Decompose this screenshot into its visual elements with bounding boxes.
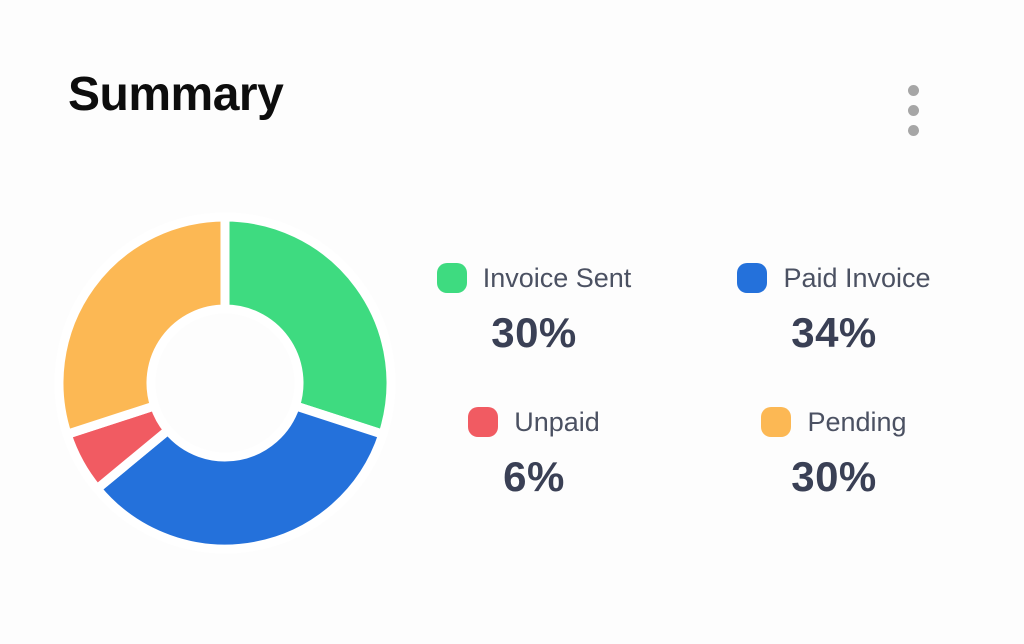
kebab-dot <box>907 104 919 116</box>
legend-swatch-pending <box>761 407 792 437</box>
legend-label: Unpaid <box>514 406 600 437</box>
legend-head: Unpaid <box>468 406 600 438</box>
kebab-menu-icon <box>907 84 919 136</box>
donut-segment-pending[interactable] <box>54 212 230 439</box>
legend-value: 30% <box>491 309 577 356</box>
chart-legend: Invoice Sent 30% Paid Invoice 34% Unpaid… <box>384 262 984 502</box>
more-options-button[interactable] <box>894 76 932 144</box>
card-title: Summary <box>68 68 284 121</box>
legend-item-invoice-sent: Invoice Sent 30% <box>436 262 632 358</box>
legend-item-pending: Pending 30% <box>761 406 907 502</box>
legend-label: Invoice Sent <box>482 262 632 293</box>
legend-swatch-paid-invoice <box>737 263 768 293</box>
legend-label: Pending <box>807 406 907 437</box>
legend-item-unpaid: Unpaid 6% <box>468 406 600 502</box>
kebab-dot <box>907 124 919 136</box>
donut-segment-paid-invoice[interactable] <box>92 401 388 554</box>
legend-head: Paid Invoice <box>737 262 931 294</box>
legend-value: 34% <box>791 309 877 356</box>
donut-chart <box>54 212 396 554</box>
kebab-dot <box>907 84 919 96</box>
legend-value: 6% <box>503 453 565 500</box>
legend-label: Paid Invoice <box>783 262 931 293</box>
legend-swatch-invoice-sent <box>436 263 467 293</box>
legend-swatch-unpaid <box>468 407 499 437</box>
donut-segment-invoice-sent[interactable] <box>220 212 396 439</box>
legend-value: 30% <box>791 453 877 500</box>
legend-item-paid-invoice: Paid Invoice 34% <box>737 262 931 358</box>
legend-head: Invoice Sent <box>436 262 632 294</box>
legend-head: Pending <box>761 406 907 438</box>
